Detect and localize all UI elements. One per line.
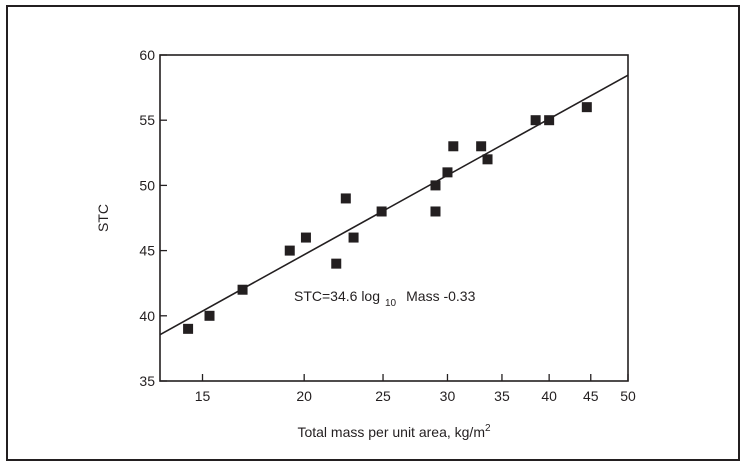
- y-axis-title: STC: [95, 204, 111, 232]
- ticks: 15 20 25 30 35 40 45 50 35 40 45 50 55 60: [139, 47, 636, 404]
- x-axis-title-text: Total mass per unit area, kg/m: [297, 424, 485, 440]
- x-tick-label: 50: [620, 388, 636, 404]
- data-point: [442, 167, 453, 178]
- plot-area-border: [159, 54, 629, 382]
- y-tick-label: 40: [139, 308, 155, 324]
- data-point: [237, 284, 248, 295]
- x-tick-label: 25: [375, 388, 391, 404]
- chart-frame: 15 20 25 30 35 40 45 50 35 40 45 50 55 60 STC=34.6 lo…: [6, 5, 740, 461]
- x-tick-label: 45: [583, 388, 599, 404]
- data-point: [482, 154, 493, 165]
- x-tick-label: 20: [296, 388, 312, 404]
- data-point: [376, 206, 387, 217]
- data-point: [348, 232, 359, 243]
- data-point: [581, 102, 592, 113]
- labels: STC=34.6 log 10 Mass -0.33 Total mass per u…: [95, 204, 491, 440]
- data-point: [430, 206, 441, 217]
- x-tick-label: 15: [195, 388, 211, 404]
- y-tick-label: 45: [139, 243, 155, 259]
- fit-equation-tail: Mass -0.33: [406, 288, 475, 304]
- x-axis-title-superscript: 2: [485, 423, 491, 434]
- y-tick-label: 35: [139, 373, 155, 389]
- data-point: [340, 193, 351, 204]
- fit-equation: STC=34.6 log 10 Mass -0.33: [294, 288, 476, 309]
- x-axis-title: Total mass per unit area, kg/m2: [297, 423, 491, 440]
- data-point: [331, 258, 342, 269]
- fit-equation-subscript: 10: [385, 298, 397, 309]
- regression-line-group: [159, 74, 629, 336]
- x-tick-label: 40: [541, 388, 557, 404]
- y-tick-label: 60: [139, 47, 155, 63]
- scatter-chart: 15 20 25 30 35 40 45 50 35 40 45 50 55 60 STC=34.6 lo…: [95, 47, 636, 440]
- data-point: [448, 141, 459, 152]
- data-point: [544, 115, 555, 126]
- regression-line: [159, 74, 629, 336]
- fit-equation-main: STC=34.6 log: [294, 288, 380, 304]
- y-tick-label: 55: [139, 112, 155, 128]
- data-point: [183, 323, 194, 334]
- y-tick-label: 50: [139, 177, 155, 193]
- data-point: [430, 180, 441, 191]
- x-tick-label: 30: [440, 388, 456, 404]
- data-point: [300, 232, 311, 243]
- data-point: [284, 245, 295, 256]
- data-point: [530, 115, 541, 126]
- data-points: [183, 102, 592, 334]
- axes: [159, 54, 629, 382]
- data-point: [476, 141, 487, 152]
- x-tick-label: 35: [494, 388, 510, 404]
- data-point: [204, 310, 215, 321]
